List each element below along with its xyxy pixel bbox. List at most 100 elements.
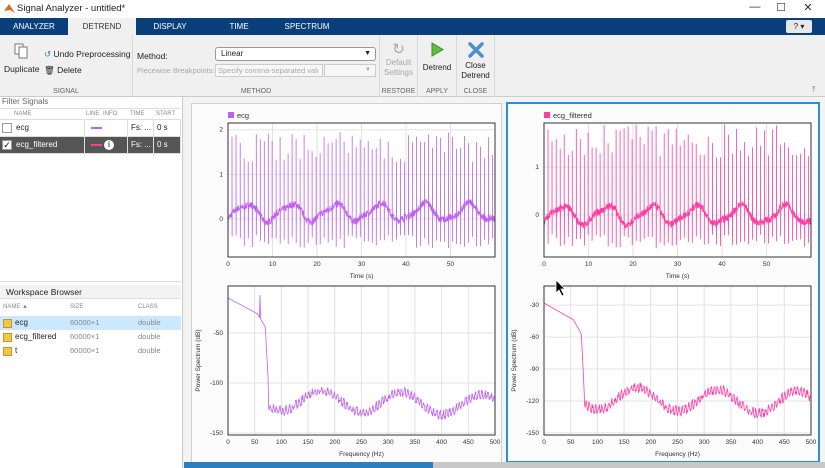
close-section: Close Detrend CLOSE: [457, 35, 495, 97]
signal-time: Fs: ...: [127, 137, 154, 153]
header-start[interactable]: START: [156, 111, 176, 117]
legend-label[interactable]: ecg_filtered: [553, 111, 592, 120]
close-detrend-button[interactable]: Close Detrend: [457, 42, 494, 81]
info-icon[interactable]: i: [104, 140, 114, 150]
breakpoints-input[interactable]: Specify comma-separated valı: [215, 64, 323, 77]
horizontal-scrollbar[interactable]: [184, 462, 825, 468]
header-time[interactable]: TIME: [130, 111, 145, 117]
restore-icon: ↻: [392, 41, 405, 58]
header-name[interactable]: NAME: [14, 111, 32, 117]
breakpoints-dropdown[interactable]: ▼: [324, 64, 376, 77]
play-icon: [431, 42, 444, 57]
restore-section-label: RESTORE: [381, 88, 416, 95]
axes-frame: [227, 285, 496, 436]
detrend-label: Detrend: [422, 63, 452, 72]
tab-display[interactable]: DISPLAY: [153, 22, 187, 31]
variable-icon: [3, 319, 12, 328]
y-tick-label: -100: [210, 380, 223, 387]
tab-bar: ANALYZER DETREND DISPLAY TIME SPECTRUM ?…: [0, 18, 825, 35]
workspace-row[interactable]: ecg_filtered 60000×1 double: [0, 330, 181, 344]
close-window-button[interactable]: ✕: [803, 2, 813, 14]
line-color-swatch[interactable]: [91, 144, 102, 146]
filter-signals-input[interactable]: Filter Signals: [0, 97, 181, 109]
signal-time: Fs: ...: [127, 120, 154, 136]
chart-1[interactable]: 0 50 100 150 200 250 300 350 400 450 500 -50 -100 -15…: [195, 285, 501, 458]
method-dropdown[interactable]: Linear ▼: [215, 47, 376, 61]
tab-spectrum[interactable]: SPECTRUM: [284, 22, 330, 31]
variable-name: ecg: [15, 318, 28, 327]
signal-row[interactable]: ecg Fs: ... 0 s: [0, 120, 181, 137]
x-tick-label: 250: [356, 439, 367, 446]
x-tick-label: 50: [251, 439, 259, 446]
delete-label: Delete: [57, 65, 82, 75]
chart-3[interactable]: 0 50 100 150 200 250 300 350 400 450 500 -30 -60 -90 -…: [511, 285, 817, 458]
workspace-row[interactable]: ecg 60000×1 double: [0, 316, 181, 330]
x-tick-label: 30: [674, 261, 682, 268]
close-label: Close: [465, 61, 486, 70]
undo-preprocessing-button[interactable]: ↺ Undo Preprocessing: [44, 49, 131, 60]
x-tick-label: 350: [725, 439, 736, 446]
axes-frame: [543, 285, 812, 436]
detrend-button[interactable]: Detrend: [418, 42, 456, 72]
tab-time[interactable]: TIME: [229, 22, 249, 31]
header-info[interactable]: INFO: [103, 111, 118, 117]
panel-splitter[interactable]: [0, 281, 181, 284]
workspace-header: NAME ▲ SIZE CLASS: [0, 302, 181, 314]
close-section-label: CLOSE: [463, 88, 488, 95]
x-tick-label: 40: [718, 261, 726, 268]
header-line[interactable]: LINE: [86, 111, 100, 117]
title-bar: Signal Analyzer - untitled* — ☐ ✕: [0, 0, 825, 18]
legend-label[interactable]: ecg: [237, 111, 249, 120]
variable-class: double: [138, 346, 161, 355]
signal-trace: [544, 124, 811, 249]
signal-checkbox[interactable]: ✓: [2, 140, 12, 150]
delete-button[interactable]: 🗑 Delete: [44, 65, 82, 76]
x-tick-label: 10: [269, 261, 277, 268]
default-settings-button[interactable]: ↻ Default Settings: [380, 41, 417, 78]
y-tick-label: 0: [535, 212, 539, 219]
x-tick-label: 20: [313, 261, 321, 268]
x-tick-label: 0: [542, 439, 546, 446]
y-tick-label: 1: [219, 171, 223, 178]
breakpoints-label: Piecewise Breakpoints:: [137, 66, 215, 75]
duplicate-button[interactable]: Duplicate: [4, 43, 39, 74]
line-color-swatch[interactable]: [91, 127, 102, 129]
minimize-button[interactable]: —: [749, 1, 761, 13]
duplicate-icon: [14, 43, 28, 59]
variable-size: 60000×1: [70, 318, 100, 327]
y-tick-label: -30: [530, 302, 540, 309]
signal-name: ecg: [13, 120, 85, 136]
signal-row[interactable]: ✓ ecg_filtered i Fs: ... 0 s: [0, 137, 181, 154]
scrollbar-thumb[interactable]: [184, 462, 433, 468]
help-button[interactable]: ? ▾: [786, 20, 812, 33]
y-tick-label: -150: [210, 430, 223, 437]
axes-frame: [543, 122, 812, 258]
signal-section-label: SIGNAL: [53, 88, 79, 95]
x-tick-label: 50: [447, 261, 455, 268]
chart-2[interactable]: 0 10 20 30 40 50 0 1 Time (s) ecg_filtered: [535, 111, 812, 280]
variable-name: t: [15, 346, 18, 355]
method-section: Method: Linear ▼ Piecewise Breakpoints: S…: [133, 35, 380, 97]
signal-checkbox[interactable]: [2, 123, 12, 133]
maximize-button[interactable]: ☐: [776, 2, 786, 14]
chart-0[interactable]: 0 10 20 30 40 50 0 1 2 Time (s) ecg: [219, 111, 496, 280]
y-axis-label: Power Spectrum (dB): [511, 329, 518, 391]
x-tick-label: 300: [699, 439, 710, 446]
ws-header-size[interactable]: SIZE: [70, 304, 84, 310]
tab-detrend[interactable]: DETREND: [68, 18, 136, 35]
collapse-ribbon-icon[interactable]: ⤒: [812, 85, 816, 94]
y-tick-label: 1: [535, 164, 539, 171]
y-axis-label: Power Spectrum (dB): [195, 329, 202, 391]
signal-trace: [228, 294, 495, 421]
chevron-down-icon: ▼: [364, 50, 371, 57]
x-tick-label: 0: [226, 261, 230, 268]
ws-header-name[interactable]: NAME ▲: [3, 304, 28, 310]
undo-icon: ↺: [44, 49, 52, 59]
signal-start: 0 s: [154, 137, 181, 153]
signal-section: Duplicate ↺ Undo Preprocessing 🗑 Delete …: [0, 35, 133, 97]
workspace-row[interactable]: t 60000×1 double: [0, 344, 181, 358]
variable-class: double: [138, 318, 161, 327]
ws-header-class[interactable]: CLASS: [138, 304, 158, 310]
tab-analyzer[interactable]: ANALYZER: [13, 22, 55, 31]
signal-trace: [544, 302, 811, 419]
